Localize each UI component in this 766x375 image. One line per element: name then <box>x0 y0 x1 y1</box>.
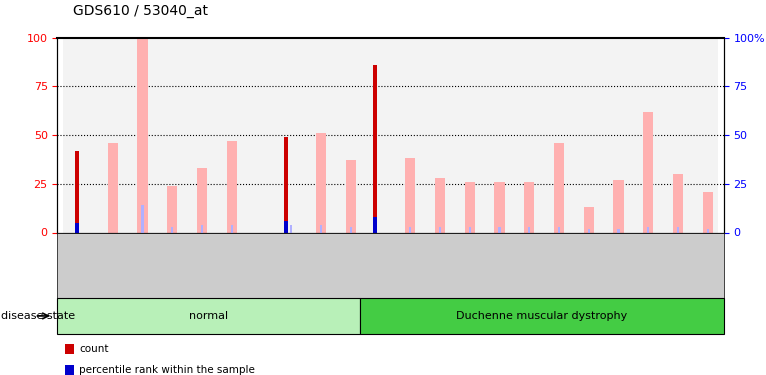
Bar <box>588 229 590 232</box>
Bar <box>93 38 123 232</box>
Text: count: count <box>79 344 109 354</box>
Bar <box>316 133 326 232</box>
Bar <box>391 38 421 232</box>
Bar <box>673 174 683 232</box>
Bar <box>409 226 411 232</box>
Bar <box>435 178 445 232</box>
Bar <box>421 38 450 232</box>
Text: percentile rank within the sample: percentile rank within the sample <box>79 365 255 375</box>
Bar <box>227 141 237 232</box>
Bar <box>450 38 480 232</box>
Bar <box>469 226 471 232</box>
Bar <box>499 226 501 232</box>
Bar <box>349 226 352 232</box>
Bar <box>201 225 203 232</box>
Bar <box>137 38 148 232</box>
Bar <box>599 38 629 232</box>
Bar <box>617 229 620 232</box>
Bar <box>643 112 653 232</box>
Bar <box>141 205 143 232</box>
Bar <box>345 160 356 232</box>
Bar <box>702 192 713 232</box>
Bar <box>171 226 173 232</box>
Bar <box>212 38 242 232</box>
Bar <box>123 38 152 232</box>
Bar <box>494 182 505 232</box>
Bar <box>182 38 212 232</box>
Bar <box>480 38 509 232</box>
Bar <box>76 151 80 232</box>
Bar <box>373 65 377 232</box>
Bar <box>524 182 535 232</box>
Bar <box>76 223 80 232</box>
Bar <box>629 38 659 232</box>
Bar <box>659 38 688 232</box>
Bar <box>677 226 679 232</box>
Bar <box>242 38 272 232</box>
Bar <box>539 38 569 232</box>
Bar <box>688 38 718 232</box>
Bar <box>167 186 178 232</box>
Bar <box>706 229 709 232</box>
Bar <box>554 143 565 232</box>
Bar <box>509 38 539 232</box>
Bar <box>107 143 118 232</box>
Text: Duchenne muscular dystrophy: Duchenne muscular dystrophy <box>457 311 628 321</box>
Bar <box>569 38 599 232</box>
Text: GDS610 / 53040_at: GDS610 / 53040_at <box>73 4 208 18</box>
Bar <box>405 158 415 232</box>
Bar <box>231 225 233 232</box>
Bar <box>331 38 361 232</box>
Bar <box>647 226 650 232</box>
Bar <box>64 38 93 232</box>
Bar <box>439 226 441 232</box>
Bar <box>361 38 391 232</box>
Bar <box>272 38 301 232</box>
Text: normal: normal <box>189 311 228 321</box>
Bar <box>283 137 288 232</box>
Bar <box>290 225 293 232</box>
Bar <box>152 38 182 232</box>
Bar <box>464 182 475 232</box>
Bar <box>283 221 288 232</box>
Bar <box>373 217 377 232</box>
Bar <box>584 207 594 232</box>
Bar <box>320 225 322 232</box>
Bar <box>614 180 624 232</box>
Bar <box>197 168 207 232</box>
Bar <box>558 226 560 232</box>
Text: disease state: disease state <box>1 311 75 321</box>
Bar <box>528 226 530 232</box>
Bar <box>301 38 331 232</box>
